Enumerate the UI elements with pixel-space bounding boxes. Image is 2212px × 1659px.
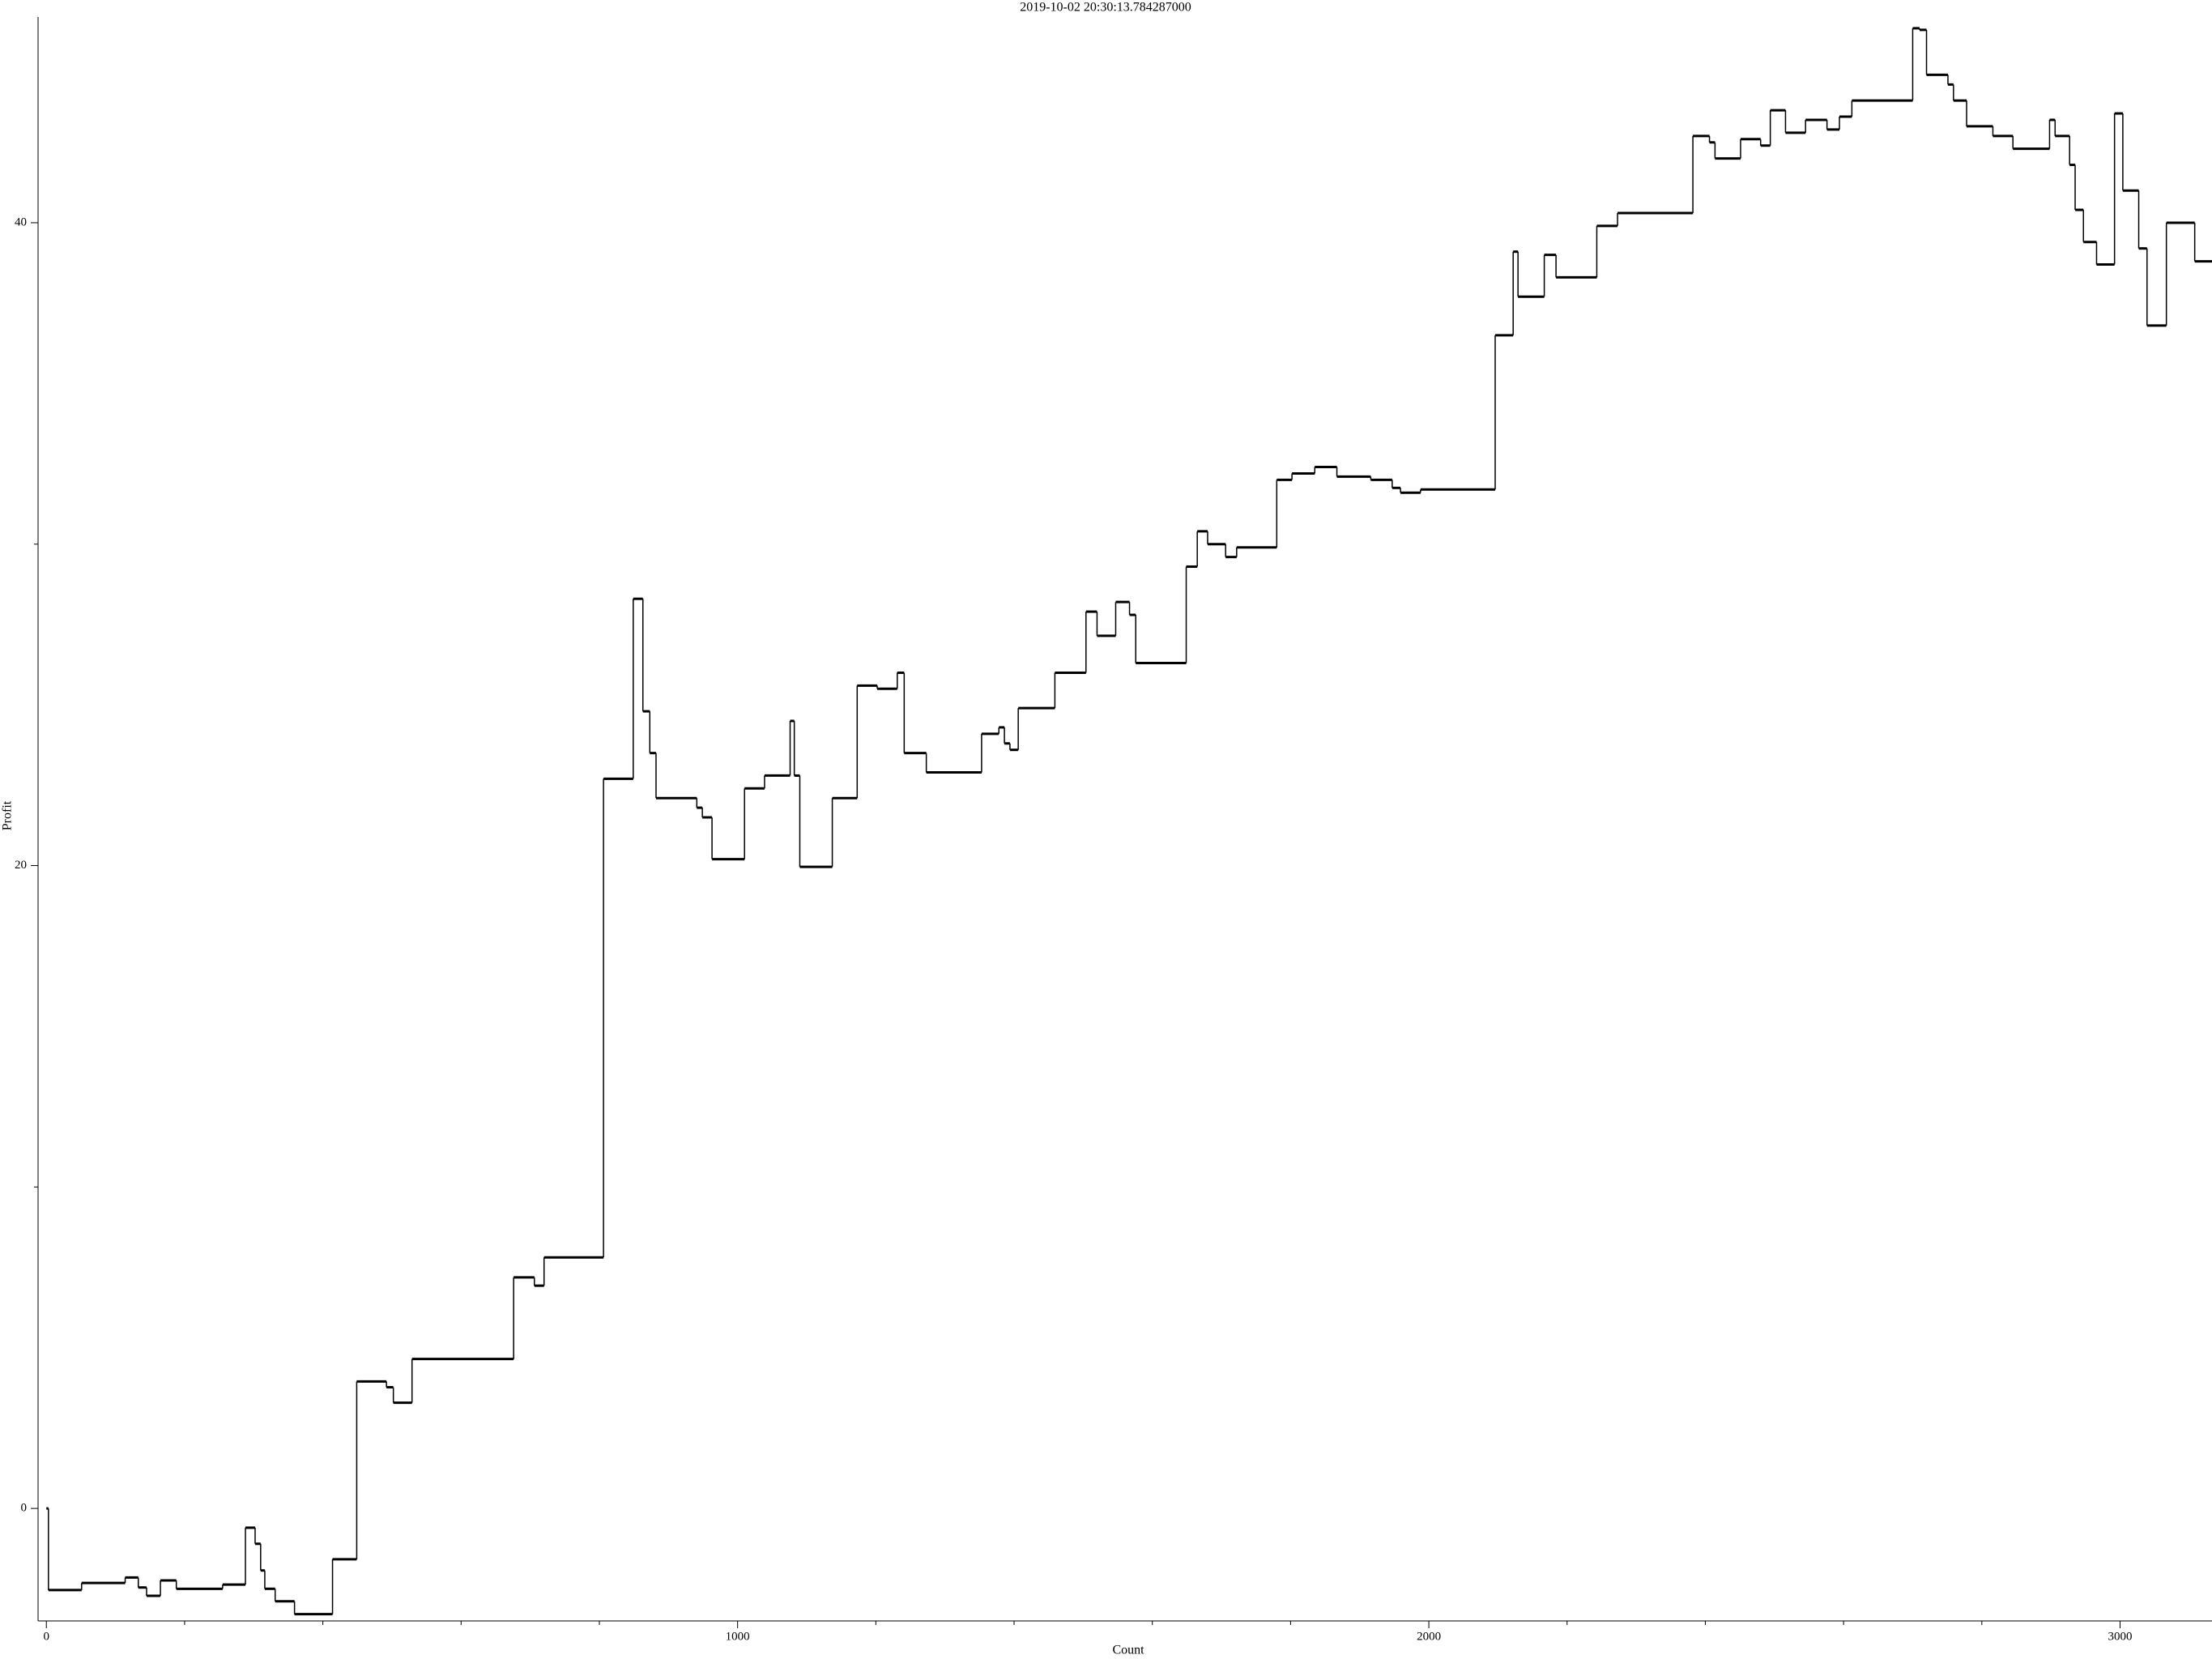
x-tick-label: 0: [43, 1630, 49, 1643]
y-tick-label: 20: [15, 859, 27, 872]
x-axis-label: Count: [1112, 1644, 1144, 1657]
chart-title: 2019-10-02 20:30:13.784287000: [1020, 1, 1191, 15]
y-tick-label: 0: [21, 1502, 28, 1515]
x-tick-label: 3000: [2108, 1630, 2132, 1643]
y-axis-label: Profit: [1, 800, 15, 830]
y-tick-label: 40: [15, 215, 27, 228]
x-tick-label: 2000: [1417, 1630, 1441, 1643]
x-tick-label: 1000: [726, 1630, 750, 1643]
